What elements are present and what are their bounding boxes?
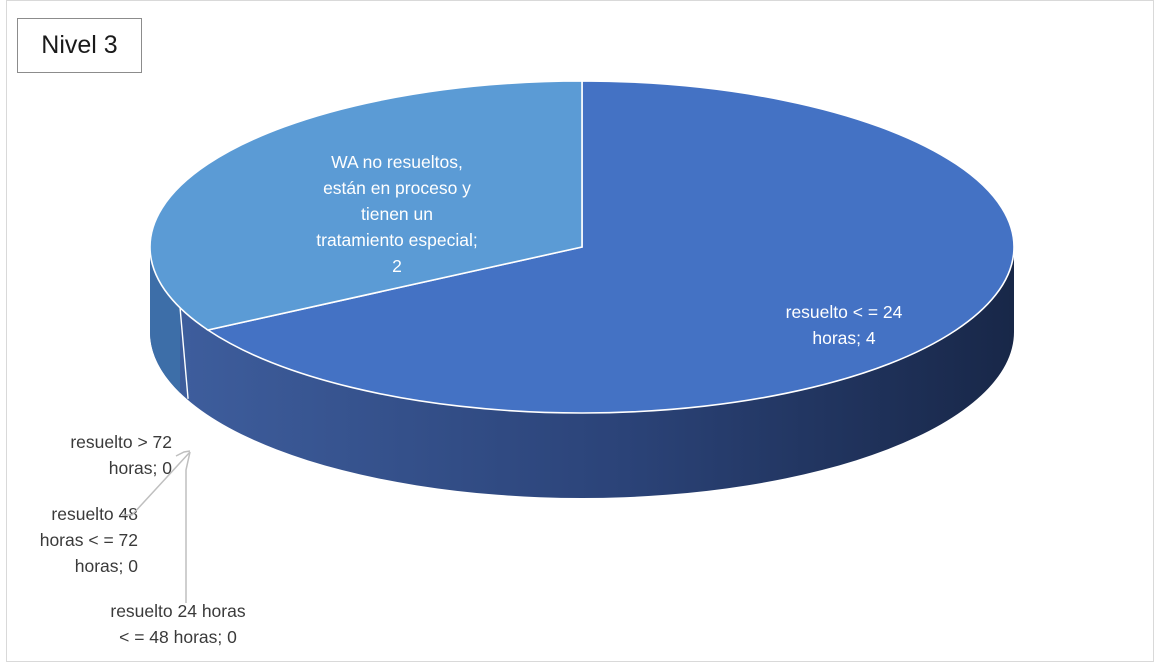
pie-side-wall-no-resueltos [150,247,181,393]
data-label-resuelto-48-72: resuelto 48 horas < = 72 horas; 0 [40,504,139,576]
data-label-resuelto-24: resuelto < = 24 horas; 4 [786,302,903,348]
data-label-resuelto-24-48: resuelto 24 horas < = 48 horas; 0 [110,601,245,647]
pie-slice-no-resueltos [149,80,583,331]
data-label-resuelto-mas-72: resuelto > 72 horas; 0 [70,432,172,478]
pie-slice-resuelto-24 [205,80,1015,414]
chart-title: Nivel 3 [17,18,142,73]
data-label-no-resueltos: WA no resueltos, están en proceso y tienen… [316,152,477,276]
leader-line-resuelto-48-72 [122,451,191,516]
pie-side-edge [179,307,189,399]
pie-side-wall [150,247,1014,498]
leader-line-resuelto-24-48 [185,451,191,603]
leader-line-resuelto-mas-72 [175,450,191,457]
